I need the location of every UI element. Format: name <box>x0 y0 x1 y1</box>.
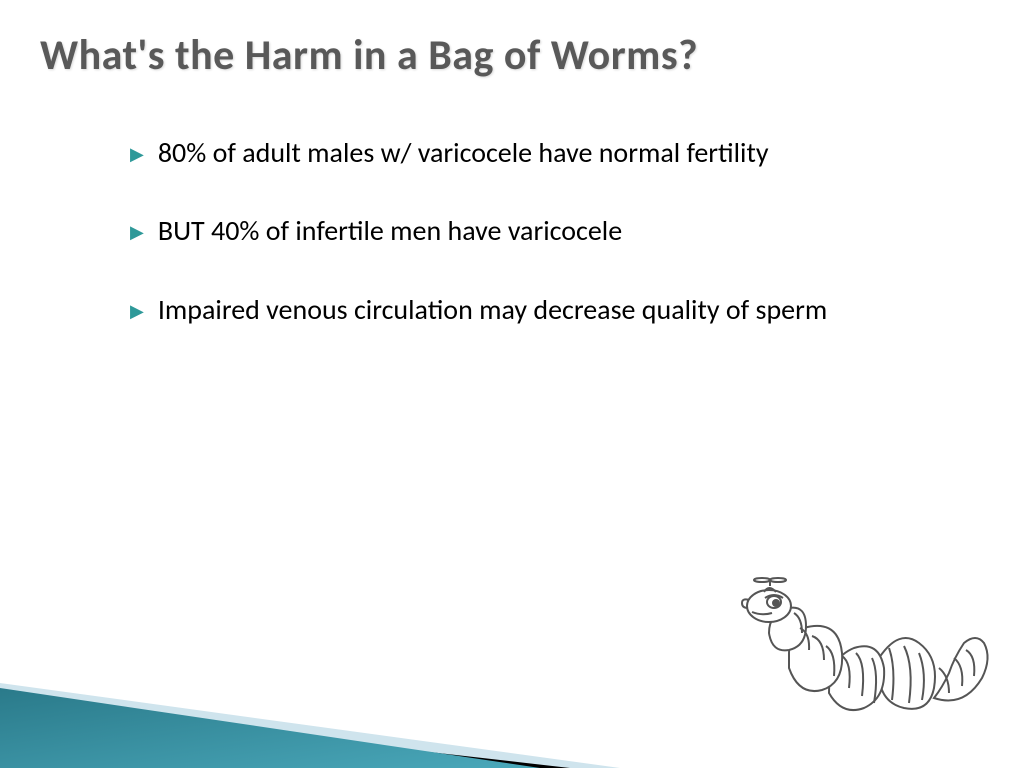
bullet-text: Impaired venous circulation may decrease… <box>158 292 904 328</box>
bullet-marker-icon: ▶ <box>130 300 144 323</box>
bullet-text: 80% of adult males w/ varicocele have no… <box>158 135 904 171</box>
bullet-marker-icon: ▶ <box>130 221 144 244</box>
slide-title: What's the Harm in a Bag of Worms? <box>40 30 698 81</box>
bullet-list: ▶ 80% of adult males w/ varicocele have … <box>130 135 904 370</box>
bullet-marker-icon: ▶ <box>130 143 144 166</box>
list-item: ▶ BUT 40% of infertile men have varicoce… <box>130 213 904 249</box>
bullet-text: BUT 40% of infertile men have varicocele <box>158 213 904 249</box>
worm-illustration <box>734 558 994 738</box>
corner-decoration <box>0 588 620 768</box>
list-item: ▶ 80% of adult males w/ varicocele have … <box>130 135 904 171</box>
list-item: ▶ Impaired venous circulation may decrea… <box>130 292 904 328</box>
